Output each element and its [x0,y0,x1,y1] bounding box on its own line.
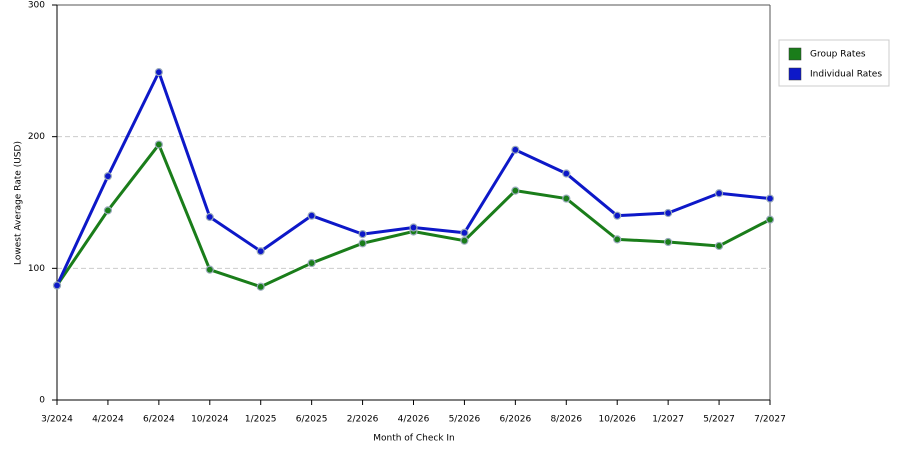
x-tick-label: 4/2026 [398,415,430,425]
x-tick-label: 8/2026 [550,415,582,425]
legend-swatch [788,67,802,81]
data-point [154,140,163,149]
data-point [358,239,367,248]
x-tick-label: 6/2025 [296,415,328,425]
x-tick-label: 6/2026 [500,415,532,425]
x-tick-label: 10/2024 [191,415,229,425]
x-tick-label: 5/2026 [449,415,481,425]
x-tick-label: 4/2024 [92,415,124,425]
data-point [664,208,673,218]
data-point [714,241,724,251]
data-point [460,228,469,237]
data-point [765,215,775,224]
data-point [205,265,214,274]
data-point [562,194,571,203]
data-point [511,186,520,195]
data-point [765,194,775,203]
data-point [613,211,622,220]
data-point [562,169,571,178]
data-point [256,247,265,256]
x-tick-label: 5/2027 [703,415,735,425]
data-point [256,282,265,291]
x-tick-label: 2/2026 [347,415,379,425]
data-point [358,230,367,239]
data-point [307,258,316,268]
x-tick-label: 7/2027 [754,415,786,425]
legend-label: Group Rates [810,50,866,60]
x-tick-label: 1/2025 [245,415,277,425]
data-point [103,172,113,181]
y-tick-label: 200 [28,132,45,142]
x-tick-label: 1/2027 [652,415,684,425]
x-tick-label: 3/2024 [41,415,73,425]
legend-swatch [788,47,802,61]
data-point [664,237,673,247]
data-point [511,145,520,154]
data-point [154,68,163,77]
data-point [460,236,469,245]
x-tick-label: 10/2026 [599,415,637,425]
data-point [714,189,724,198]
data-point [613,235,622,244]
data-point [409,223,418,232]
data-point [307,211,316,220]
y-tick-label: 0 [39,396,45,406]
y-tick-label: 100 [28,264,45,274]
data-point [205,212,214,222]
data-point [103,206,113,215]
x-tick-label: 6/2024 [143,415,175,425]
y-tick-label: 300 [28,1,45,11]
x-axis-label: Month of Check In [373,434,455,444]
data-point [52,281,62,290]
y-axis-label: Lowest Average Rate (USD) [14,141,24,265]
legend-label: Individual Rates [810,70,882,80]
